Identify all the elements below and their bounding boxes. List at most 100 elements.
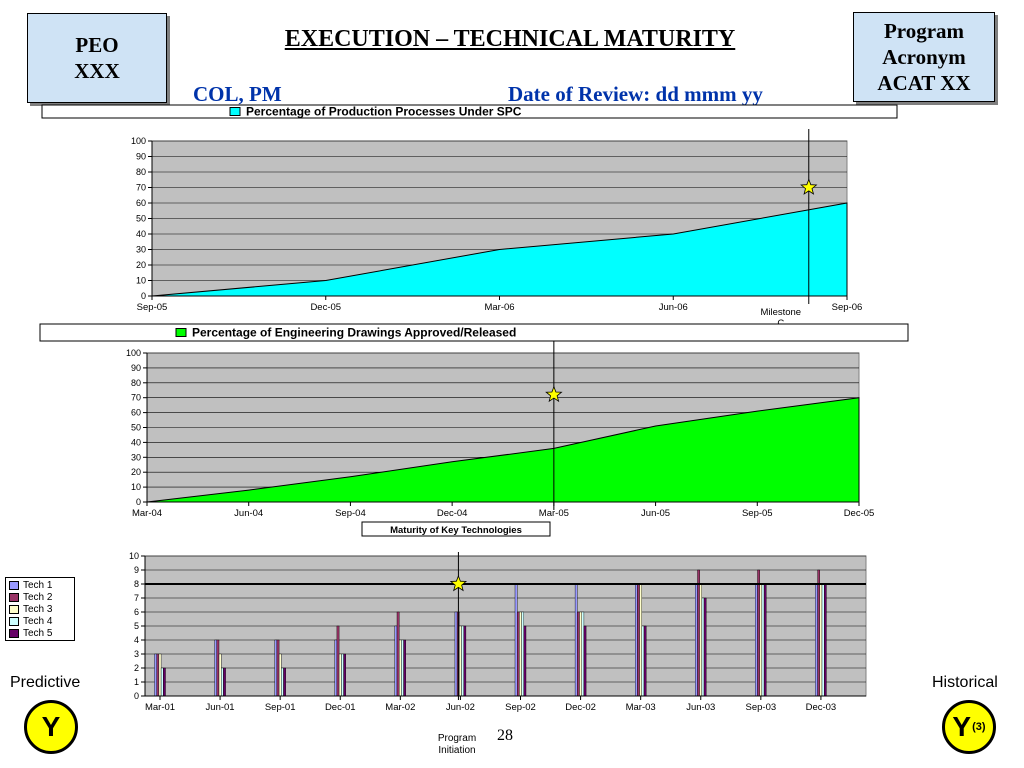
bar-tech-4 (701, 597, 705, 697)
bar-tech-5 (643, 625, 647, 697)
legend-label: Tech 5 (23, 627, 53, 639)
milestone-star (449, 574, 468, 592)
y-tick-label: 30 (131, 452, 141, 462)
bar-tech-1 (695, 583, 698, 697)
bar-tech-3 (699, 583, 702, 697)
legend-label: Tech 3 (23, 603, 53, 615)
legend-label: Tech 4 (23, 615, 53, 627)
historical-rating-text: Y (952, 711, 972, 742)
predictive-rating: Y (24, 700, 78, 754)
peo-line1: PEO (75, 33, 119, 57)
bar-tech-1 (574, 583, 578, 697)
drawings-chart: Percentage of Engineering Drawings Appro… (39, 323, 909, 519)
x-tick-label: Sep-06 (832, 302, 863, 313)
bar-tech-2 (577, 611, 580, 697)
y-tick-label: 80 (131, 378, 141, 388)
y-tick-label: 100 (131, 136, 146, 146)
bar-tech-2 (336, 625, 340, 697)
x-tick-label: Jun-05 (641, 508, 670, 519)
bar-tech-3 (579, 611, 582, 697)
y-tick-label: 40 (136, 229, 146, 239)
x-tick-label: Dec-05 (844, 508, 875, 519)
bar-tech-5 (763, 583, 767, 697)
legend-entry: Tech 3 (9, 603, 71, 615)
bar-tech-1 (815, 583, 818, 697)
y-tick-label: 60 (136, 198, 146, 208)
bar-tech-5 (824, 583, 827, 697)
y-tick-label: 5 (134, 621, 139, 631)
legend-swatch (229, 107, 241, 116)
bar-tech-4 (401, 639, 404, 697)
bar-tech-5 (163, 667, 166, 697)
milestone-star (800, 178, 818, 195)
bar-tech-2 (396, 611, 400, 697)
bar-tech-4 (461, 625, 464, 697)
y-tick-label: 90 (136, 152, 146, 162)
y-tick-label: 0 (134, 691, 139, 701)
y-tick-label: 7 (134, 593, 139, 603)
historical-note: (3) (972, 721, 986, 733)
chart-title-box (361, 521, 551, 537)
y-tick-label: 50 (136, 214, 146, 224)
y-tick-label: 6 (134, 607, 139, 617)
bar-tech-3 (819, 583, 823, 697)
bar-tech-5 (223, 667, 226, 697)
historical-rating: Y (3) (942, 700, 996, 754)
legend-label: Tech 2 (23, 591, 53, 603)
bar-tech-3 (399, 639, 402, 697)
x-tick-label: Jun-03 (686, 702, 715, 713)
x-tick-label: Sep-02 (505, 702, 536, 713)
peo-box: PEO XXX (27, 13, 167, 103)
y-tick-label: 60 (131, 408, 141, 418)
y-tick-label: 9 (134, 565, 139, 575)
milestone-star (545, 385, 563, 403)
bar-tech-3 (338, 653, 342, 697)
bar-tech-2 (276, 639, 280, 697)
x-tick-label: Dec-04 (437, 508, 468, 519)
legend-swatch (9, 592, 19, 602)
x-tick-label: Sep-04 (335, 508, 366, 519)
bar-tech-2 (757, 569, 760, 697)
y-tick-label: 8 (134, 579, 139, 589)
y-tick-label: 80 (136, 167, 146, 177)
area-series (146, 397, 860, 503)
bar-tech-1 (334, 639, 338, 697)
bar-tech-3 (278, 653, 282, 697)
y-tick-label: 10 (136, 276, 146, 286)
bar-tech-2 (697, 569, 700, 697)
bar-tech-1 (755, 583, 758, 697)
spc-chart: Percentage of Production Processes Under… (41, 104, 898, 329)
bar-tech-5 (403, 639, 407, 697)
bar-tech-3 (639, 583, 642, 697)
y-tick-label: 20 (136, 260, 146, 270)
tech-legend: Tech 1 Tech 2 Tech 3 Tech 4 Tech 5 (5, 577, 75, 641)
legend-label: Tech 1 (23, 579, 53, 591)
x-tick-label: Mar-05 (539, 508, 569, 519)
bar-tech-3 (459, 625, 462, 697)
page-title-text: EXECUTION – TECHNICAL MATURITY (284, 26, 736, 52)
legend-swatch (9, 628, 19, 638)
y-tick-label: 50 (131, 423, 141, 433)
program-line1: Program (883, 19, 965, 43)
page-number: 28 (497, 727, 513, 744)
chart-title: Percentage of Engineering Drawings Appro… (192, 326, 516, 340)
bar-tech-4 (821, 583, 825, 697)
bar-tech-5 (703, 597, 707, 697)
y-tick-label: 20 (131, 467, 141, 477)
bar-tech-5 (283, 667, 286, 697)
program-line3: ACAT XX (877, 71, 971, 95)
bar-tech-4 (281, 667, 284, 697)
peo-line2: XXX (74, 59, 120, 83)
legend-entry: Tech 4 (9, 615, 71, 627)
chart-title-box (39, 323, 909, 342)
bar-tech-4 (761, 583, 765, 697)
bar-tech-1 (454, 611, 458, 697)
program-initiation-label: Program Initiation (432, 733, 482, 757)
predictive-label: Predictive (10, 674, 81, 691)
x-tick-label: Mar-04 (132, 508, 162, 519)
bar-tech-5 (343, 653, 347, 697)
x-tick-label: Jun-04 (234, 508, 263, 519)
x-tick-label: Jun-01 (206, 702, 235, 713)
bar-tech-1 (635, 583, 638, 697)
legend-swatch (175, 328, 187, 337)
